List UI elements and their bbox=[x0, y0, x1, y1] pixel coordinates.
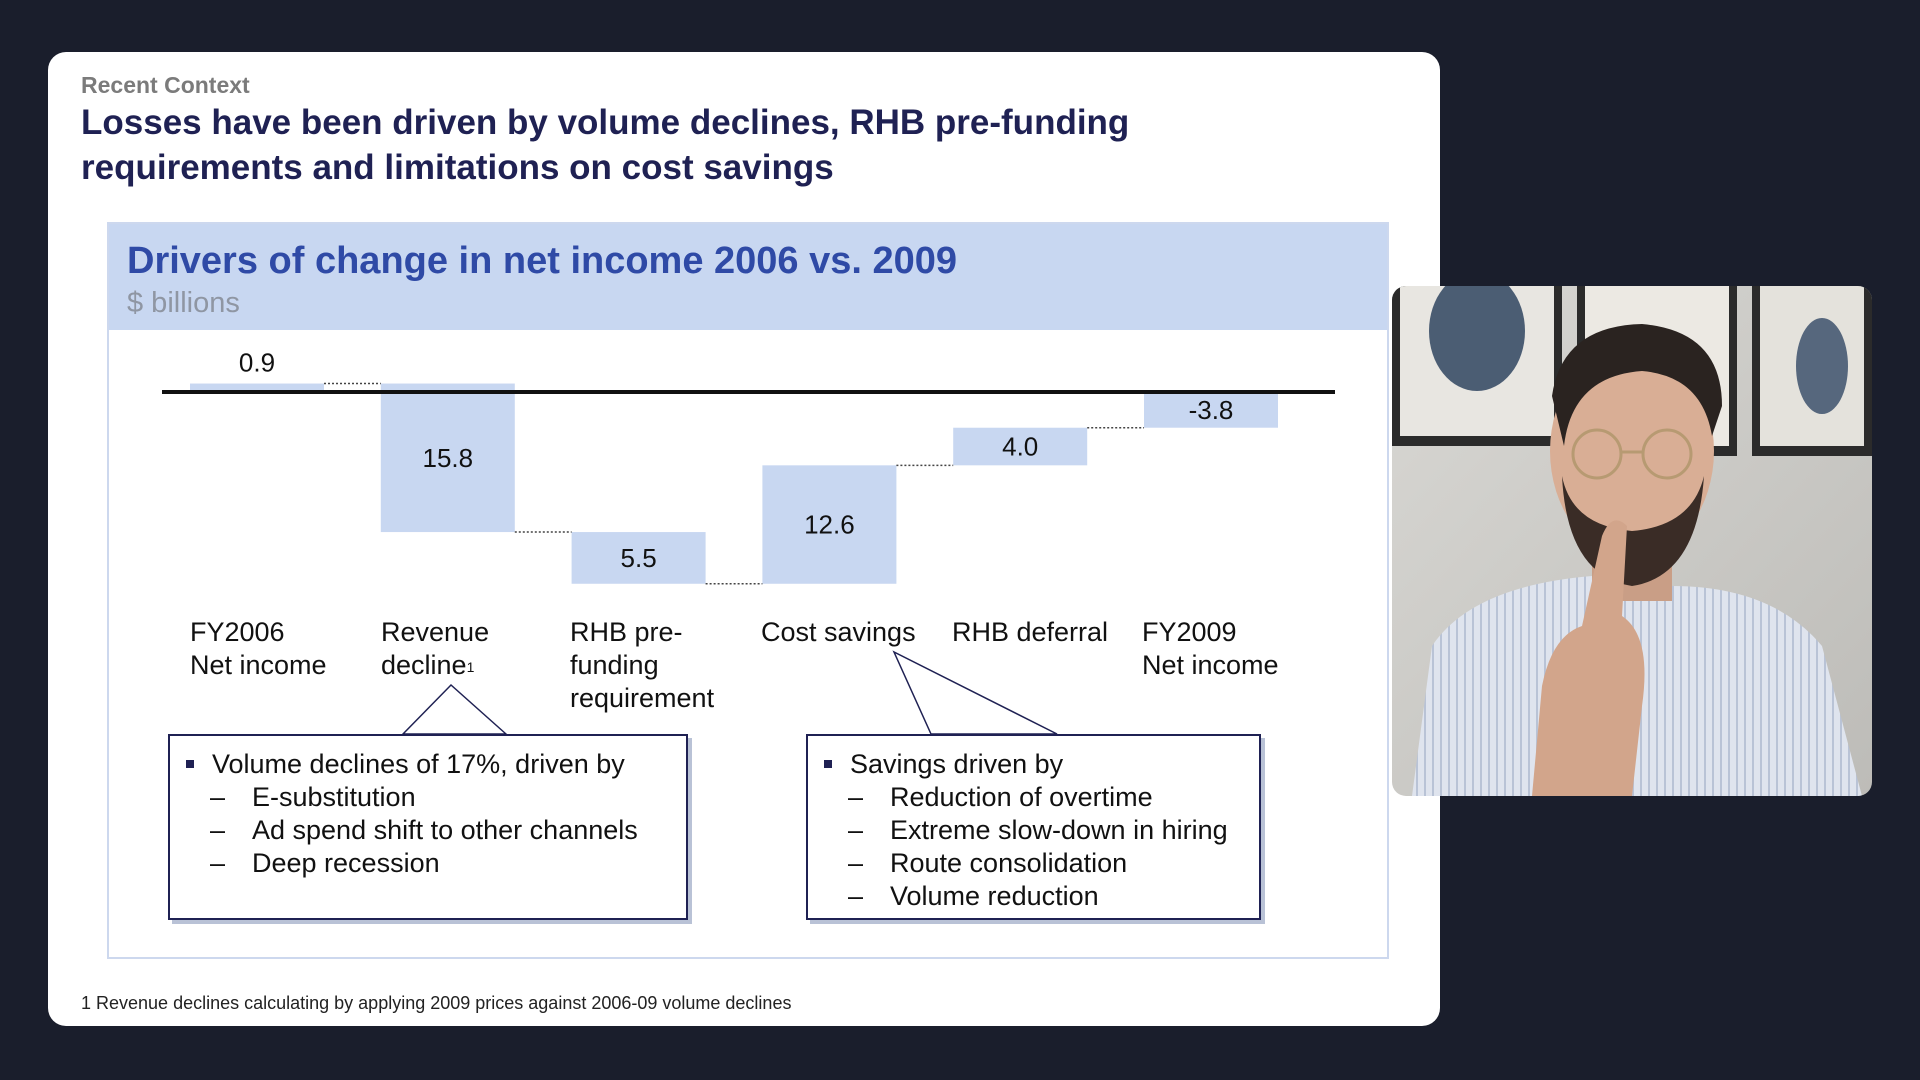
panel-header: Drivers of change in net income 2006 vs.… bbox=[109, 224, 1387, 330]
waterfall-bar bbox=[190, 383, 324, 392]
category-label: Cost savings bbox=[761, 617, 916, 647]
waterfall-chart: 0.9 15.8 5.5 12.6 4.0 -3.8 bbox=[162, 348, 1335, 585]
callout-subbullet: E-substitution bbox=[184, 781, 672, 814]
waterfall-bar bbox=[953, 427, 1088, 466]
callout-subbullet: Volume reduction bbox=[822, 880, 1245, 913]
chart-unit-label: $ billions bbox=[127, 287, 240, 319]
bar-value-label: 15.8 bbox=[422, 443, 473, 473]
category-label: RHB pre- funding requirement bbox=[570, 617, 715, 713]
footnote: 1 Revenue declines calculating by applyi… bbox=[81, 993, 792, 1013]
category-label: RHB deferral bbox=[952, 617, 1109, 647]
waterfall-bar bbox=[1144, 392, 1278, 428]
category-label: FY2006 Net income bbox=[190, 617, 327, 680]
footnote-marker: 1 bbox=[466, 659, 475, 675]
callout-subbullet: Ad spend shift to other channels bbox=[184, 814, 672, 847]
waterfall-bar bbox=[380, 383, 515, 533]
category-label: FY2009 Net income bbox=[1142, 617, 1279, 680]
bar-value-label: 0.9 bbox=[239, 348, 275, 378]
callout-subbullet: Deep recession bbox=[184, 847, 672, 880]
bar-value-label: -3.8 bbox=[1189, 395, 1234, 425]
bar-value-label: 12.6 bbox=[804, 510, 855, 540]
callout-bullet: Volume declines of 17%, driven by bbox=[184, 748, 672, 781]
callout-subbullet: Extreme slow-down in hiring bbox=[822, 814, 1245, 847]
callout-pointer-right bbox=[892, 650, 1058, 735]
waterfall-bar bbox=[762, 465, 897, 584]
slide-headline: Losses have been driven by volume declin… bbox=[81, 103, 1130, 187]
presentation-slide: Recent Context Losses have been driven b… bbox=[48, 52, 1440, 1026]
callout-subbullet: Route consolidation bbox=[822, 847, 1245, 880]
presenter-image bbox=[1392, 286, 1872, 796]
waterfall-bar bbox=[571, 532, 706, 584]
section-kicker: Recent Context bbox=[81, 72, 250, 98]
bar-value-label: 5.5 bbox=[621, 543, 657, 573]
chart-panel: Drivers of change in net income 2006 vs.… bbox=[107, 222, 1389, 959]
callout-pointer-left bbox=[401, 683, 508, 735]
presenter-video bbox=[1392, 286, 1872, 796]
callout-bullet: Savings driven by bbox=[822, 748, 1245, 781]
callout-box-revenue: Volume declines of 17%, driven by E-subs… bbox=[168, 734, 688, 920]
callout-box-savings: Savings driven by Reduction of overtime … bbox=[806, 734, 1261, 920]
chart-title: Drivers of change in net income 2006 vs.… bbox=[127, 240, 958, 282]
bar-value-label: 4.0 bbox=[1002, 432, 1038, 462]
category-label: Revenue decline1 bbox=[381, 617, 490, 680]
callout-subbullet: Reduction of overtime bbox=[822, 781, 1245, 814]
